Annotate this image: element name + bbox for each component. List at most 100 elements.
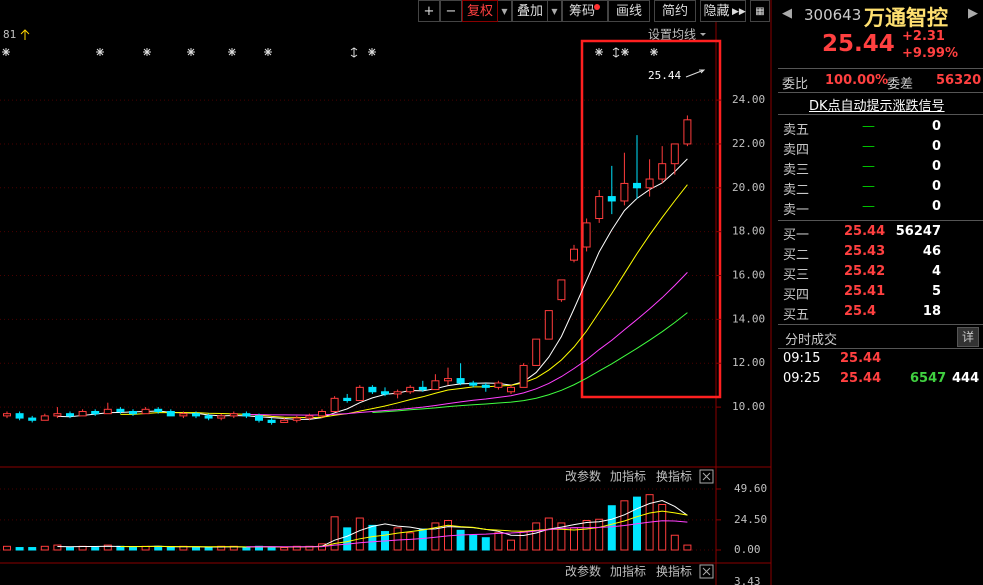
candle-body	[78, 410, 87, 417]
panel-button[interactable]: 改参数	[565, 564, 601, 579]
signal-markers	[2, 47, 658, 58]
toolbar-button[interactable]: +	[418, 0, 440, 22]
candle-body	[154, 408, 163, 412]
candle-body	[683, 119, 692, 145]
volume-bar	[507, 539, 515, 551]
volume-bar	[607, 505, 616, 551]
toolbar-button[interactable]: 筹码	[562, 0, 608, 22]
volume-bar	[519, 531, 528, 551]
book-price: —	[862, 199, 875, 214]
book-price: —	[862, 179, 875, 194]
close-button[interactable]	[699, 564, 714, 579]
volume-bar	[544, 517, 553, 551]
candle-body	[179, 413, 188, 417]
expand-icon[interactable]: ▶▶	[732, 0, 746, 22]
book-price: —	[862, 159, 875, 174]
close-button[interactable]	[699, 469, 714, 484]
panel-button[interactable]: 加指标	[610, 564, 646, 579]
y-tick-label: 12.00	[732, 356, 765, 369]
ma-line	[120, 510, 688, 548]
toolbar-button[interactable]: 叠加	[512, 0, 548, 22]
volume-bar	[192, 547, 200, 551]
ma-line	[120, 184, 688, 419]
candle-body	[481, 384, 490, 388]
candle-body	[658, 163, 667, 180]
book-price: 25.42	[844, 264, 886, 279]
toolbar-button[interactable]: 简约	[654, 0, 696, 22]
panel-button[interactable]: 改参数	[565, 469, 601, 484]
volume-bar	[66, 547, 74, 551]
volume-bar	[204, 547, 213, 551]
volume-bar	[418, 528, 427, 551]
candle-body	[431, 380, 440, 391]
volume-bar	[166, 547, 175, 551]
volume-bar	[242, 547, 251, 551]
volume-bar	[40, 545, 49, 551]
candle-body	[141, 408, 150, 415]
y-tick-label: 14.00	[732, 312, 765, 325]
volume-bar	[683, 544, 692, 551]
toolbar-button[interactable]: 复权	[462, 0, 498, 22]
candle-body	[103, 408, 112, 415]
candle-body	[255, 415, 263, 421]
prev-arrow[interactable]: ◀	[782, 6, 792, 21]
candle-body	[305, 415, 314, 419]
trades-title: 分时成交	[785, 333, 838, 348]
notice-dot	[594, 4, 600, 10]
book-price: 25.41	[844, 284, 886, 299]
book-price: 25.44	[844, 224, 886, 239]
candle-body	[229, 413, 238, 417]
y-tick-label: 10.00	[732, 400, 765, 413]
y-tick-label: 20.00	[732, 181, 765, 194]
panel-button[interactable]: 换指标	[656, 564, 692, 579]
volume-bar	[3, 545, 11, 551]
candle-body	[28, 417, 37, 421]
y-tick-label: 24.50	[734, 513, 767, 526]
y-tick-label: 49.60	[734, 482, 767, 495]
book-volume: 0	[931, 179, 941, 194]
volume-bar	[280, 547, 289, 551]
dropdown-icon[interactable]: ▼	[498, 0, 512, 22]
volume-bar	[368, 524, 377, 551]
book-label: 卖一	[783, 203, 810, 218]
stock-code: 300643	[804, 6, 862, 24]
volume-bar	[393, 527, 402, 551]
candle-body	[292, 417, 301, 421]
volume-bar	[28, 547, 37, 551]
candle-body	[204, 415, 213, 419]
volume-bar	[129, 547, 137, 551]
ma-settings[interactable]: 设置均线	[648, 28, 696, 42]
toolbar-button[interactable]: −	[440, 0, 462, 22]
detail-button[interactable]: 详	[957, 327, 979, 347]
dropdown-icon[interactable]: ▼	[548, 0, 562, 22]
book-price: 25.43	[844, 244, 886, 259]
signal-link[interactable]: DK点自动提示涨跌信号	[809, 99, 945, 114]
book-label: 卖五	[783, 123, 810, 138]
volume-bar	[406, 532, 415, 551]
candle-body	[595, 196, 604, 220]
book-volume: 0	[931, 199, 941, 214]
volume-bar	[670, 534, 679, 551]
diff-value: 56320	[936, 73, 982, 88]
divider	[778, 220, 983, 221]
divider	[778, 324, 983, 325]
ma-line	[57, 158, 688, 420]
price-pointer	[685, 69, 706, 78]
book-volume: 0	[931, 159, 941, 174]
panel-button[interactable]: 加指标	[610, 469, 646, 484]
volume-bar	[481, 537, 490, 551]
trade-price: 25.44	[840, 371, 882, 386]
panel-button[interactable]: 换指标	[656, 469, 692, 484]
candle-body	[217, 415, 226, 419]
next-arrow[interactable]: ▶	[968, 6, 978, 21]
arrow-icon	[20, 29, 30, 40]
book-volume: 0	[931, 119, 941, 134]
candle-body	[456, 378, 465, 384]
candle-body	[192, 413, 200, 417]
volume-bar	[570, 527, 578, 551]
toolbar-button[interactable]: 画线	[608, 0, 650, 22]
candle-body	[330, 397, 339, 412]
toolbar-button[interactable]: 隐藏	[700, 0, 732, 22]
y-tick-label: 22.00	[732, 137, 765, 150]
layout-icon[interactable]: ▦	[750, 0, 770, 22]
